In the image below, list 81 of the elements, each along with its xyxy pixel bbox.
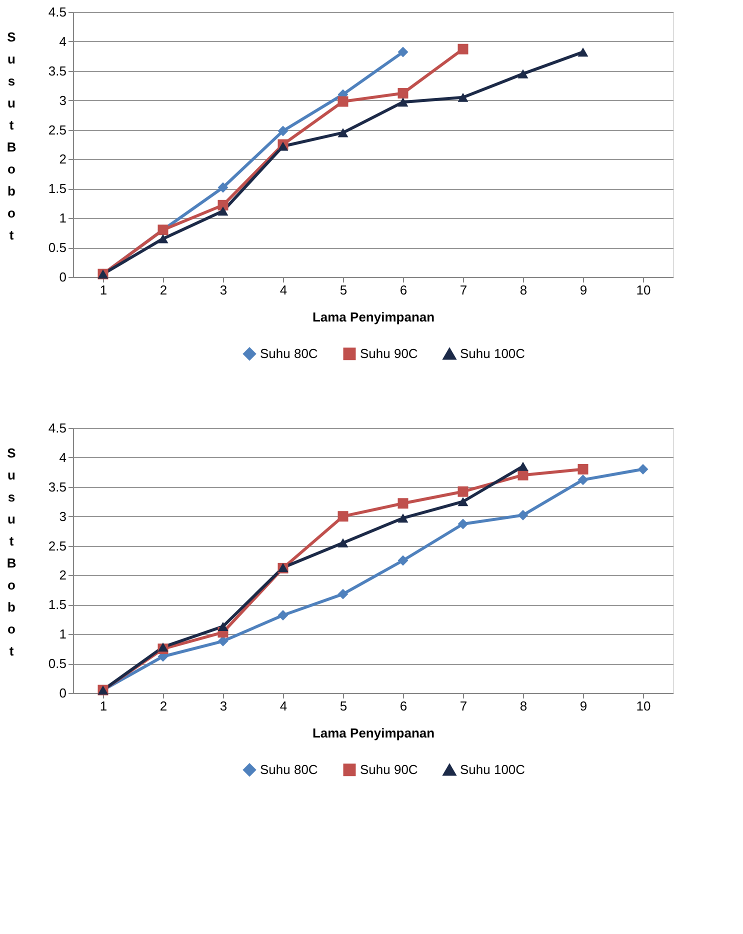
y-tick-label: 0 [59,270,66,284]
point [518,510,528,520]
point [398,98,408,107]
x-tick-label: 10 [636,698,651,714]
y-tick-label: 0.5 [48,656,66,672]
legend-label: Suhu 100C [460,346,526,362]
y-tick-label: 3 [59,508,66,524]
x-tick-label: 9 [580,698,588,714]
y-tick-label: 2.5 [48,122,66,138]
x-tick-label: 4 [280,698,288,714]
y-tick-label: 3.5 [48,479,66,494]
legend-label: Suhu 80C [260,762,318,777]
x-tick-label: 7 [460,282,468,298]
x-tick-label: 3 [220,282,228,298]
y-tick-label: 3.5 [48,63,66,78]
point [458,92,468,102]
y-tick-label: 2 [59,568,66,583]
x-axis-title: Lama Penyimpanan [312,310,435,324]
point [278,142,288,151]
point [338,511,348,522]
y-tick-label: 4 [59,34,66,49]
point [218,206,228,216]
point [218,182,228,193]
point [398,88,408,99]
y-tick-label: 1.5 [48,597,66,612]
x-tick-label: 8 [520,698,528,714]
x-tick-label: 9 [580,282,588,298]
point [578,464,588,474]
y-tick-label: 2.5 [48,538,66,554]
point [398,498,408,509]
x-tick-label: 5 [340,282,348,298]
y-tick-label: 4.5 [48,420,66,436]
x-tick-label: 2 [160,282,168,298]
point [458,518,468,530]
point [518,462,528,471]
point [338,128,348,138]
point [338,538,348,548]
y-tick-label: 1 [59,626,66,642]
y-tick-label: 0.5 [48,240,66,256]
point [278,126,288,136]
legend-label: Suhu 80C [260,346,318,361]
point [578,474,588,486]
point [458,497,468,506]
y-tick-label: 1 [59,210,66,226]
point [458,44,468,54]
legend-label: Suhu 100C [460,762,526,778]
point [218,622,228,631]
point [638,464,648,474]
point [398,46,408,58]
y-tick-label: 3 [59,92,66,108]
x-tick-label: 7 [460,698,468,714]
point [158,234,168,244]
legend-label: Suhu 90C [360,346,418,361]
x-tick-label: 5 [340,698,348,714]
point [518,69,528,78]
point [278,610,288,621]
x-tick-label: 6 [400,282,408,298]
point [458,486,468,497]
y-tick-label: 1.5 [48,181,66,196]
x-axis-title: Lama Penyimpanan [312,726,435,740]
text: Susut Bobot [6,30,16,242]
x-tick-label: 10 [636,282,651,298]
x-tick-label: 4 [280,282,288,298]
x-tick-label: 1 [100,698,108,714]
legend-label: Suhu 90C [360,762,418,777]
point [578,48,588,57]
point [338,96,348,107]
y-tick-label: 4.5 [48,4,66,20]
point [398,514,408,523]
y-tick-label: 0 [59,686,66,700]
y-tick-label: 2 [59,152,66,167]
x-tick-label: 3 [220,698,228,714]
y-tick-label: 4 [59,450,66,465]
x-tick-label: 8 [520,282,528,298]
point [398,555,408,566]
x-tick-label: 1 [100,282,108,298]
x-tick-label: 6 [400,698,408,714]
point [338,588,348,600]
text: Susut Bobot [6,446,16,658]
x-tick-label: 2 [160,698,168,714]
point [158,642,168,652]
